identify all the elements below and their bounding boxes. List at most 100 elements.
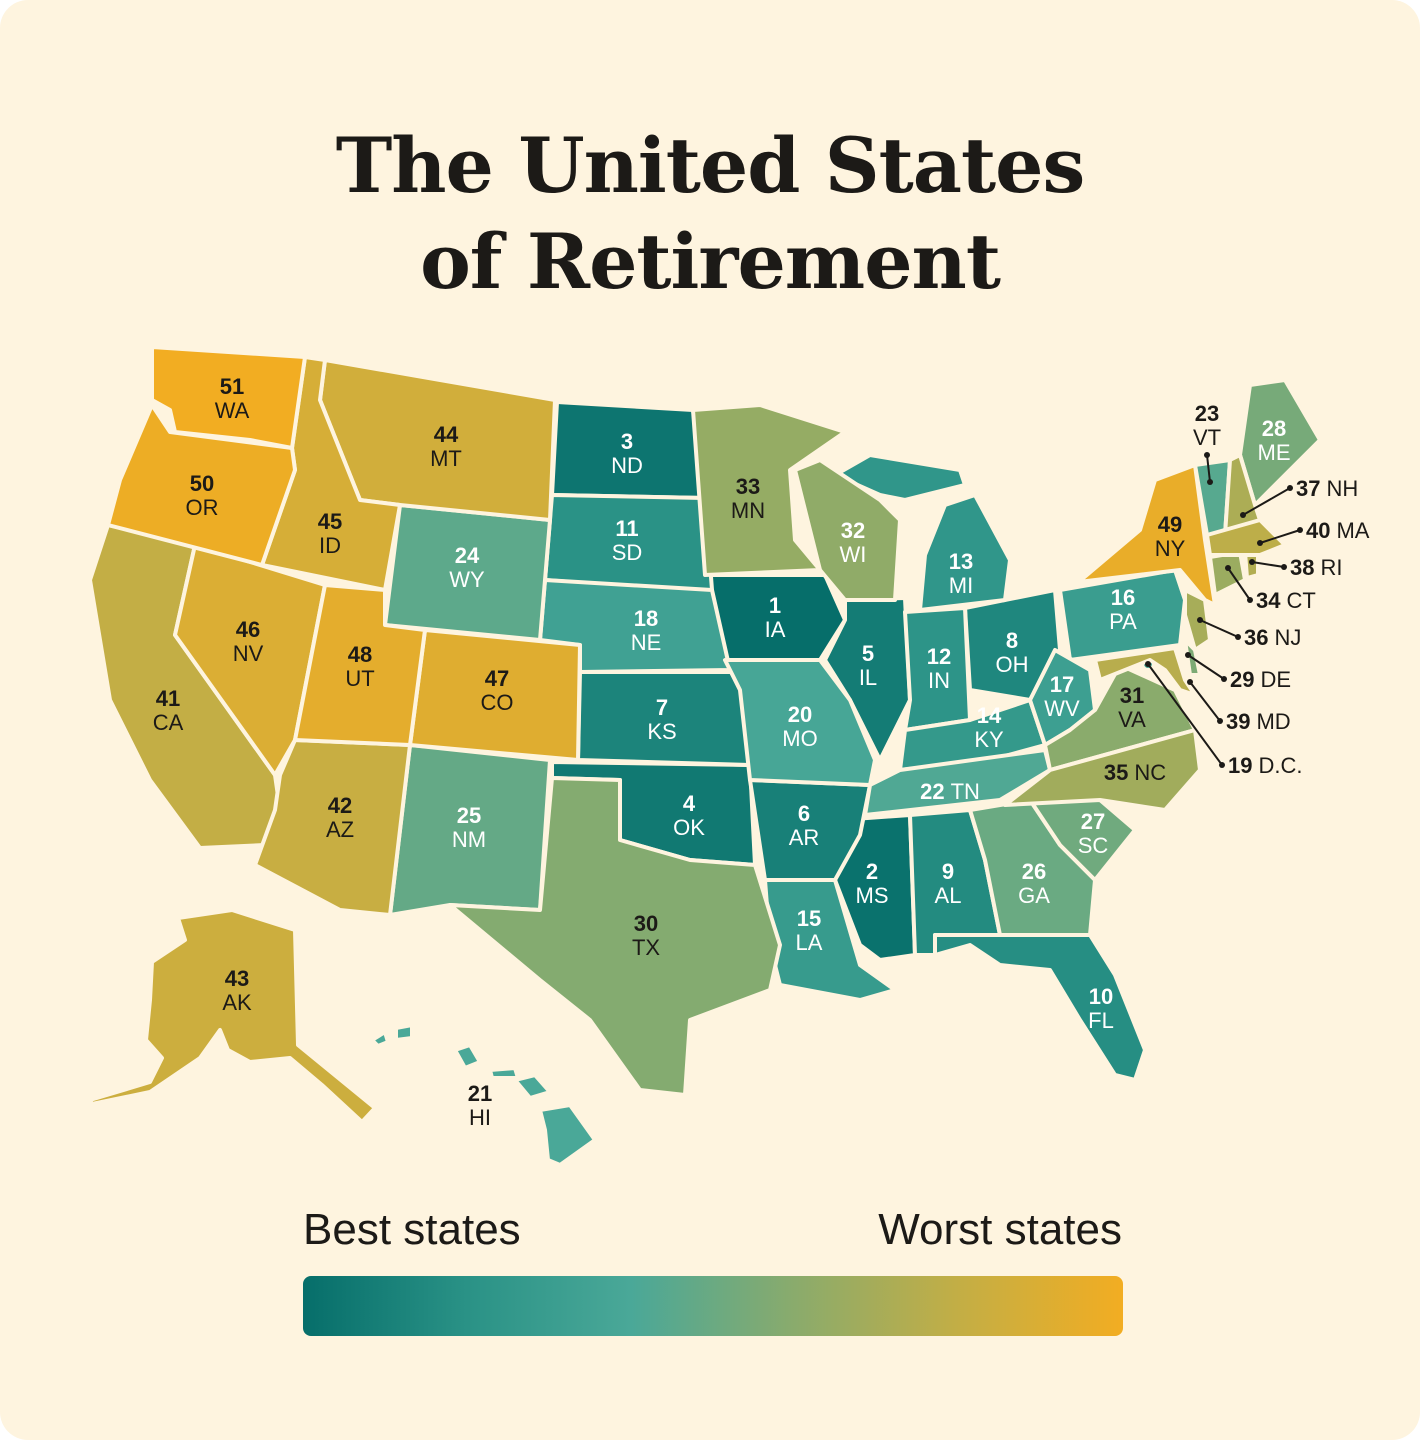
callout-dot (1240, 512, 1246, 518)
state-label-oh: 8 OH (996, 628, 1029, 677)
state-rank: 26 (1022, 859, 1046, 884)
state-abbr: MN (731, 498, 765, 523)
state-shape-ut[interactable] (293, 583, 427, 747)
state-ny[interactable] (1068, 463, 1217, 607)
state-rank: 27 (1081, 809, 1105, 834)
state-md[interactable] (1093, 646, 1197, 697)
state-label-id: 45 ID (318, 509, 342, 558)
state-shape-hi[interactable] (453, 1043, 482, 1070)
state-rank: 15 (797, 906, 821, 931)
callout-line (1187, 654, 1225, 680)
state-shape-nv[interactable] (173, 543, 327, 777)
state-label-vt: 23 VT (1193, 401, 1221, 450)
state-rank: 31 (1120, 683, 1144, 708)
callout-line (1227, 567, 1251, 601)
state-shape-wi[interactable] (793, 458, 902, 602)
state-mo[interactable] (723, 658, 877, 787)
state-label-tn: 22 TN (920, 779, 980, 804)
state-rank: 46 (236, 617, 260, 642)
state-ak[interactable] (88, 908, 377, 1124)
callout-dot (1225, 565, 1231, 571)
state-az[interactable] (253, 738, 412, 917)
state-mn[interactable] (691, 403, 847, 577)
state-shape-hi[interactable] (370, 1030, 390, 1048)
callout-line (1242, 487, 1291, 516)
callout-line (1199, 619, 1239, 638)
state-nc[interactable] (1003, 728, 1202, 812)
legend-best-label: Best states (303, 1205, 521, 1254)
callout-line (1206, 454, 1211, 483)
state-abbr: LA (796, 930, 823, 955)
state-fl[interactable] (933, 933, 1147, 1082)
state-shape-az[interactable] (253, 738, 412, 917)
state-abbr: NV (233, 641, 264, 666)
state-abbr: AR (789, 825, 820, 850)
callout-dot (1197, 617, 1203, 623)
state-rank: 12 (927, 644, 951, 669)
state-abbr: ID (319, 533, 341, 558)
state-shape-tx[interactable] (448, 776, 782, 1097)
state-ma[interactable] (1205, 518, 1287, 557)
state-rank: 18 (634, 606, 658, 631)
state-shape-hi[interactable] (538, 1103, 597, 1167)
state-wi[interactable] (793, 458, 902, 602)
state-label-ga: 26 GA (1018, 859, 1050, 908)
callout-dot (1185, 652, 1191, 658)
state-label-ne: 18 NE (631, 606, 662, 655)
state-label-al: 9 AL (935, 859, 962, 908)
state-ut[interactable] (293, 583, 427, 747)
state-abbr: WY (449, 567, 485, 592)
state-rank: 45 (318, 509, 342, 534)
callout-dot (1217, 718, 1223, 724)
state-shape-mi[interactable] (833, 453, 967, 502)
state-tx[interactable] (448, 776, 782, 1097)
state-rank: 33 (736, 474, 760, 499)
state-label-wi: 32 WI (840, 518, 867, 567)
state-rank: 44 (434, 422, 459, 447)
state-rank: 10 (1089, 984, 1113, 1009)
state-ct[interactable] (1208, 550, 1247, 597)
title-line-2: of Retirement (420, 217, 1001, 306)
state-rank: 21 (468, 1081, 492, 1106)
callout-line (1147, 663, 1223, 766)
callout-dot (1187, 679, 1193, 685)
state-label-mo: 20 MO (782, 702, 817, 751)
state-mi[interactable] (833, 453, 1012, 612)
state-shape-nc[interactable] (1003, 728, 1202, 812)
state-label-fl: 10 FL (1088, 984, 1114, 1033)
state-shape-md[interactable] (1093, 646, 1197, 697)
state-abbr: AK (222, 990, 252, 1015)
callout-dot (1221, 676, 1227, 682)
state-abbr: MO (782, 726, 817, 751)
state-rank: 41 (156, 686, 180, 711)
state-shape-fl[interactable] (933, 933, 1147, 1082)
state-shape-wa[interactable] (150, 345, 307, 450)
state-shape-mn[interactable] (691, 403, 847, 577)
state-rank: 47 (485, 666, 509, 691)
state-shape-ny[interactable] (1068, 463, 1217, 607)
state-abbr: ME (1258, 440, 1291, 465)
callout-dot (1219, 762, 1225, 768)
state-shape-ct[interactable] (1208, 550, 1247, 597)
state-wa[interactable] (150, 345, 307, 450)
state-shape-mi[interactable] (918, 493, 1012, 612)
state-shape-hi[interactable] (394, 1023, 414, 1042)
state-shape-hi[interactable] (513, 1073, 552, 1100)
state-rank: 8 (1006, 628, 1018, 653)
state-hi[interactable] (370, 1023, 597, 1167)
state-shape-hi[interactable] (488, 1066, 520, 1080)
state-nv[interactable] (173, 543, 327, 777)
state-label-md: 39 MD (1226, 709, 1291, 734)
state-abbr: NJ (1274, 625, 1301, 650)
page-title: The United States of Retirement (0, 118, 1420, 310)
state-label-or: 50 OR (186, 471, 219, 520)
state-shape-ma[interactable] (1205, 518, 1287, 557)
state-label-la: 15 LA (796, 906, 823, 955)
state-shape-ak[interactable] (88, 908, 377, 1124)
state-shape-mo[interactable] (723, 658, 877, 787)
state-abbr: UT (345, 666, 374, 691)
state-label-de: 29 DE (1230, 667, 1291, 692)
